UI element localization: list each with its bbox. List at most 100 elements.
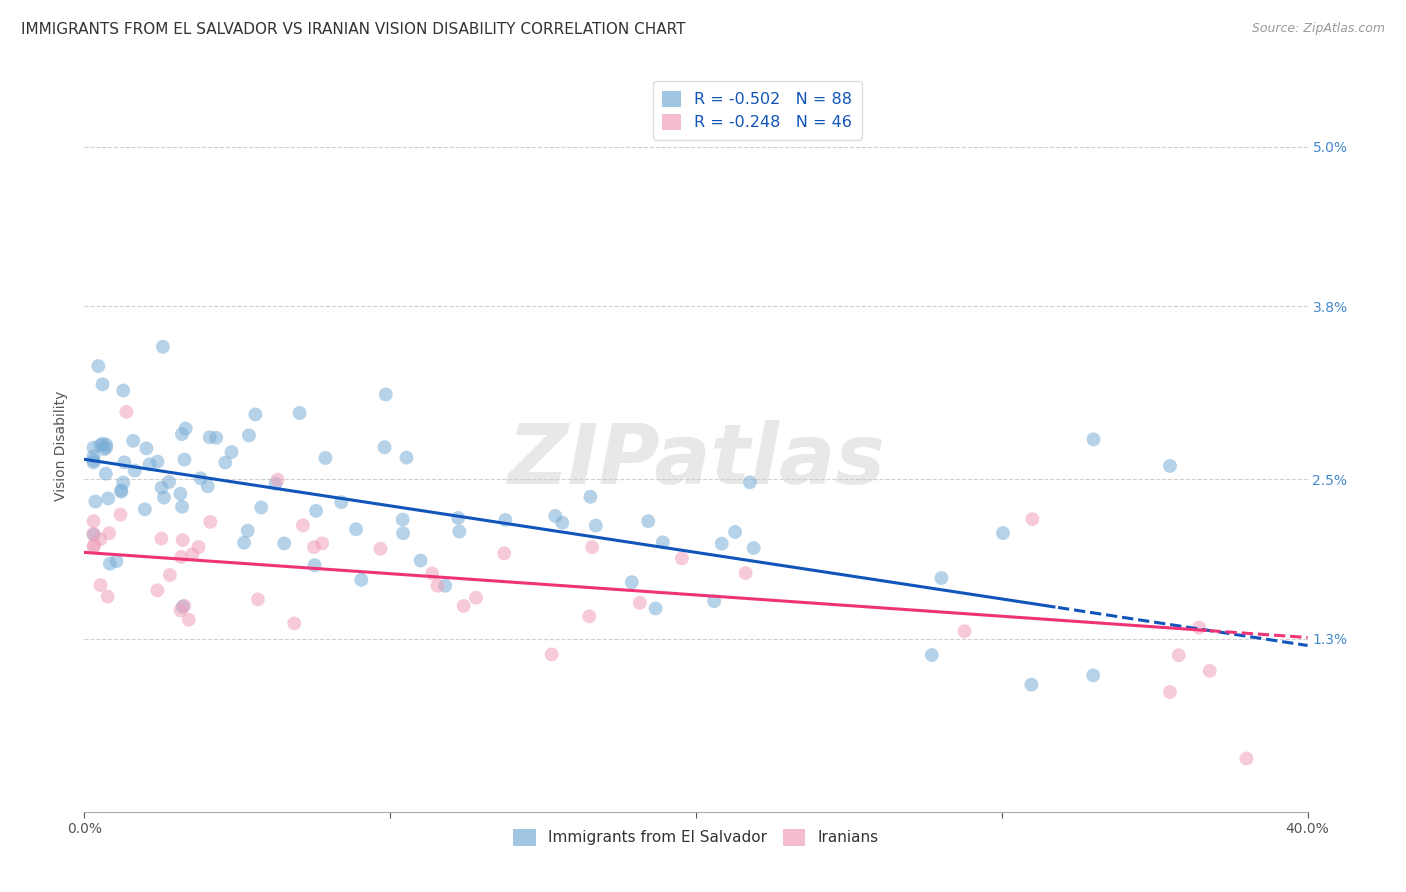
Iranians	[110, 508, 132, 522]
Immigrants from El Salvador	[236, 524, 259, 538]
Immigrants from El Salvador	[112, 475, 135, 490]
Immigrants from El Salvador	[245, 408, 267, 422]
Immigrants from El Salvador	[93, 442, 115, 457]
Immigrants from El Salvador	[579, 490, 602, 504]
Iranians	[159, 568, 181, 582]
Immigrants from El Salvador	[409, 553, 432, 567]
Iranians	[266, 473, 288, 487]
Iranians	[734, 566, 756, 580]
Iranians	[465, 591, 488, 605]
Immigrants from El Salvador	[551, 516, 574, 530]
Immigrants from El Salvador	[651, 535, 673, 549]
Immigrants from El Salvador	[91, 377, 114, 392]
Iranians	[1198, 664, 1220, 678]
Iranians	[98, 526, 121, 541]
Immigrants from El Salvador	[150, 481, 173, 495]
Iranians	[1236, 751, 1258, 765]
Immigrants from El Salvador	[620, 575, 643, 590]
Immigrants from El Salvador	[1083, 433, 1105, 447]
Immigrants from El Salvador	[273, 536, 295, 550]
Immigrants from El Salvador	[305, 504, 328, 518]
Iranians	[83, 526, 105, 541]
Iranians	[83, 514, 105, 528]
Immigrants from El Salvador	[84, 494, 107, 508]
Immigrants from El Salvador	[644, 601, 666, 615]
Immigrants from El Salvador	[288, 406, 311, 420]
Immigrants from El Salvador	[1159, 458, 1181, 473]
Iranians	[187, 540, 209, 554]
Iranians	[200, 515, 222, 529]
Iranians	[1167, 648, 1189, 663]
Immigrants from El Salvador	[83, 527, 105, 541]
Iranians	[173, 599, 195, 613]
Iranians	[83, 540, 105, 554]
Immigrants from El Salvador	[710, 536, 733, 550]
Y-axis label: Vision Disability: Vision Disability	[55, 391, 69, 501]
Immigrants from El Salvador	[146, 455, 169, 469]
Iranians	[453, 599, 475, 613]
Immigrants from El Salvador	[91, 437, 114, 451]
Immigrants from El Salvador	[197, 479, 219, 493]
Iranians	[671, 551, 693, 566]
Immigrants from El Salvador	[449, 524, 471, 539]
Iranians	[150, 532, 173, 546]
Immigrants from El Salvador	[198, 430, 221, 444]
Immigrants from El Salvador	[124, 464, 146, 478]
Immigrants from El Salvador	[921, 648, 943, 662]
Immigrants from El Salvador	[374, 440, 396, 454]
Immigrants from El Salvador	[138, 458, 160, 472]
Iranians	[97, 590, 120, 604]
Immigrants from El Salvador	[89, 438, 111, 452]
Iranians	[90, 578, 112, 592]
Immigrants from El Salvador	[97, 491, 120, 506]
Immigrants from El Salvador	[190, 471, 212, 485]
Immigrants from El Salvador	[135, 442, 157, 456]
Immigrants from El Salvador	[221, 445, 243, 459]
Iranians	[1021, 512, 1043, 526]
Immigrants from El Salvador	[122, 434, 145, 448]
Immigrants from El Salvador	[250, 500, 273, 515]
Immigrants from El Salvador	[637, 514, 659, 528]
Text: ZIPatlas: ZIPatlas	[508, 420, 884, 501]
Immigrants from El Salvador	[94, 437, 117, 451]
Iranians	[177, 613, 200, 627]
Immigrants from El Salvador	[931, 571, 953, 585]
Immigrants from El Salvador	[738, 475, 761, 490]
Immigrants from El Salvador	[173, 452, 195, 467]
Immigrants from El Salvador	[98, 557, 121, 571]
Iranians	[283, 616, 305, 631]
Iranians	[146, 583, 169, 598]
Immigrants from El Salvador	[544, 508, 567, 523]
Immigrants from El Salvador	[703, 594, 725, 608]
Iranians	[169, 603, 191, 617]
Immigrants from El Salvador	[585, 518, 607, 533]
Iranians	[311, 536, 333, 550]
Immigrants from El Salvador	[157, 475, 180, 489]
Immigrants from El Salvador	[434, 579, 457, 593]
Immigrants from El Salvador	[172, 599, 194, 614]
Iranians	[953, 624, 976, 639]
Immigrants from El Salvador	[1081, 668, 1104, 682]
Iranians	[540, 648, 562, 662]
Immigrants from El Salvador	[169, 487, 191, 501]
Text: Source: ZipAtlas.com: Source: ZipAtlas.com	[1251, 22, 1385, 36]
Immigrants from El Salvador	[112, 455, 135, 469]
Immigrants from El Salvador	[83, 453, 105, 467]
Iranians	[89, 532, 111, 546]
Immigrants from El Salvador	[105, 554, 128, 568]
Iranians	[1188, 621, 1211, 635]
Immigrants from El Salvador	[214, 455, 236, 469]
Immigrants from El Salvador	[83, 450, 105, 464]
Iranians	[291, 518, 314, 533]
Immigrants from El Salvador	[742, 541, 765, 555]
Immigrants from El Salvador	[153, 491, 176, 505]
Immigrants from El Salvador	[96, 441, 118, 455]
Immigrants from El Salvador	[314, 450, 336, 465]
Iranians	[115, 405, 138, 419]
Immigrants from El Salvador	[152, 340, 174, 354]
Immigrants from El Salvador	[112, 384, 135, 398]
Immigrants from El Salvador	[170, 500, 193, 514]
Immigrants from El Salvador	[344, 522, 367, 536]
Iranians	[426, 579, 449, 593]
Text: IMMIGRANTS FROM EL SALVADOR VS IRANIAN VISION DISABILITY CORRELATION CHART: IMMIGRANTS FROM EL SALVADOR VS IRANIAN V…	[21, 22, 686, 37]
